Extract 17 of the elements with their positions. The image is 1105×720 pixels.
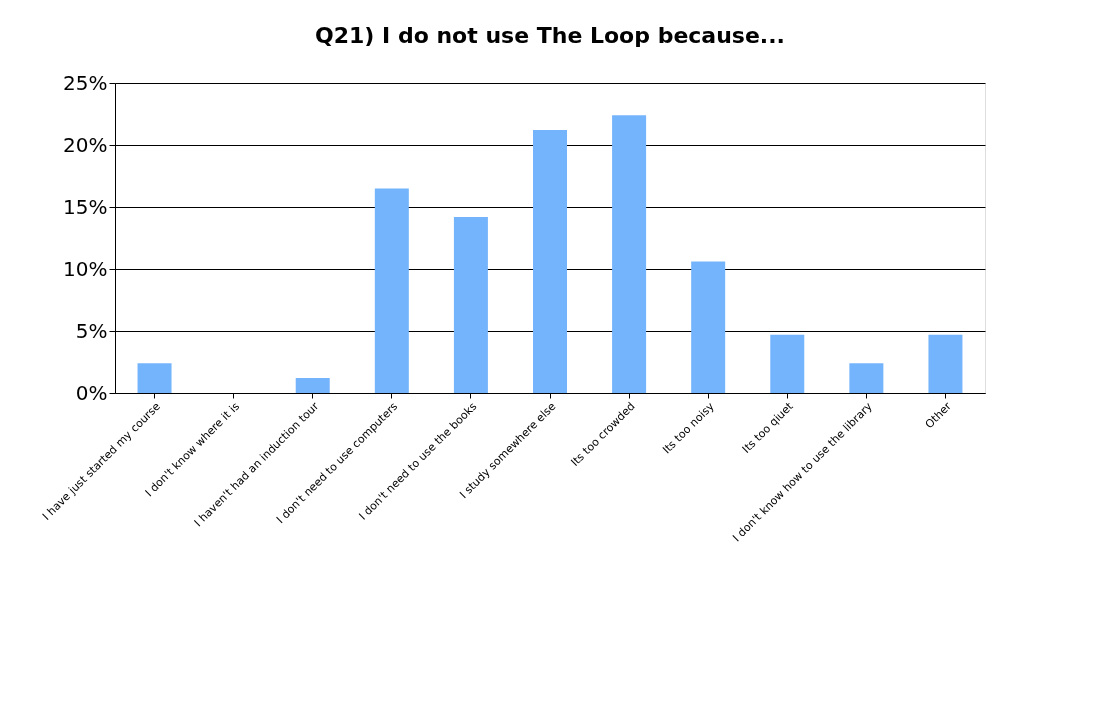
chart-title: Q21) I do not use The Loop because... [315, 23, 785, 48]
bar [770, 334, 805, 393]
y-tick-label: 5% [75, 318, 108, 343]
bar [928, 334, 963, 393]
y-tick-label: 15% [63, 194, 108, 219]
bar [849, 363, 884, 393]
bar [612, 115, 647, 393]
y-tick-label: 10% [63, 256, 108, 281]
bar [374, 188, 409, 393]
bar [533, 130, 567, 393]
y-tick-label: 0% [75, 380, 108, 405]
bar [295, 378, 330, 393]
y-tick-label: 20% [63, 132, 108, 157]
bar [137, 363, 172, 393]
bar [691, 261, 726, 393]
y-tick-label: 25% [63, 70, 108, 95]
bar [453, 216, 488, 393]
